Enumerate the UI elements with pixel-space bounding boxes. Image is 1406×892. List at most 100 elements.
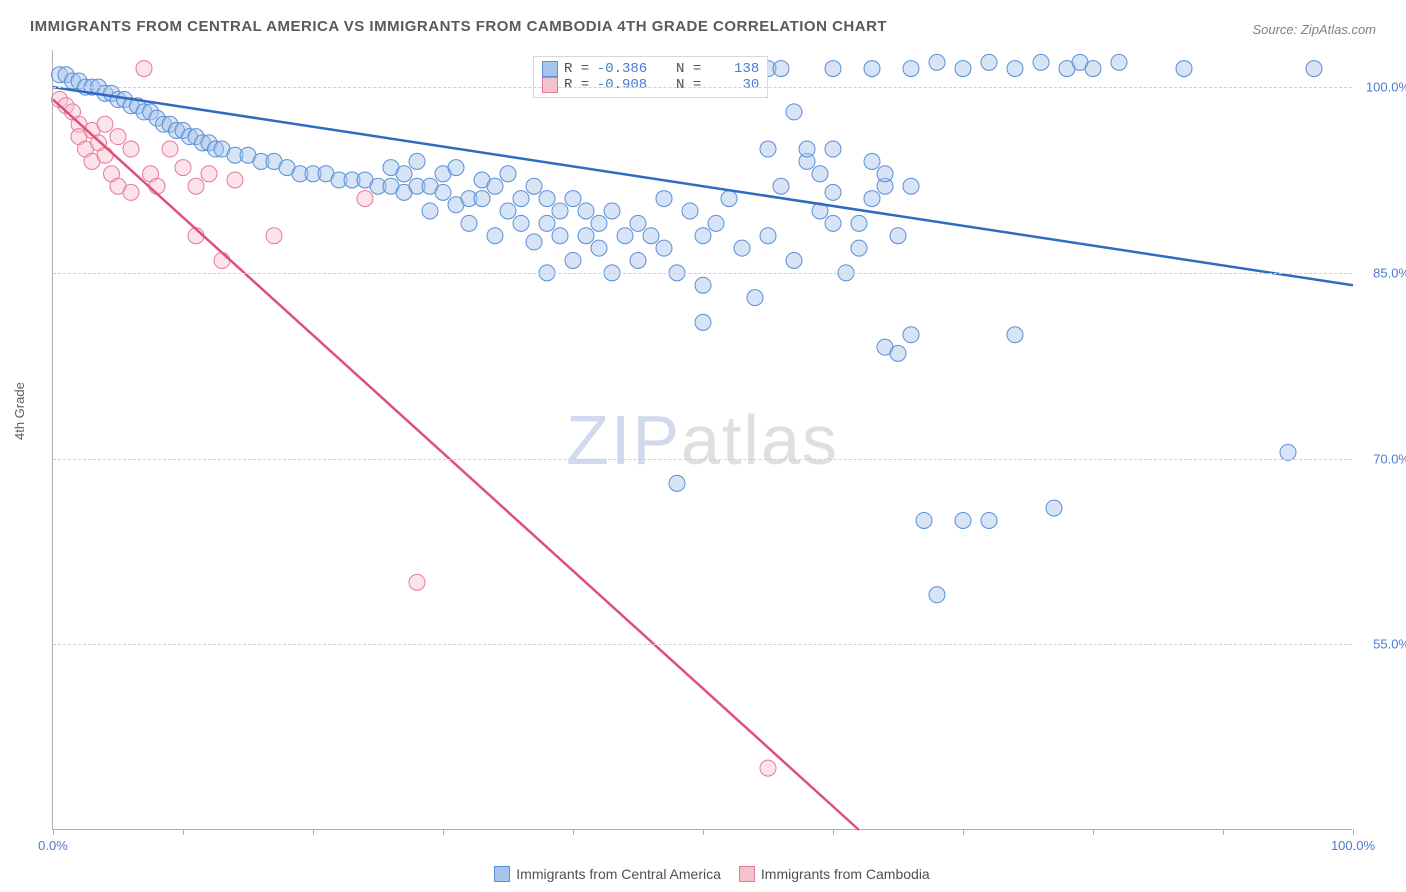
data-point bbox=[851, 240, 867, 256]
data-point bbox=[201, 166, 217, 182]
source-label: Source: ZipAtlas.com bbox=[1252, 22, 1376, 37]
data-point bbox=[890, 345, 906, 361]
legend-label: Immigrants from Central America bbox=[516, 866, 721, 882]
data-point bbox=[552, 228, 568, 244]
legend-swatch bbox=[494, 866, 510, 882]
data-point bbox=[1046, 500, 1062, 516]
data-point bbox=[136, 61, 152, 77]
data-point bbox=[864, 61, 880, 77]
x-tick-label: 100.0% bbox=[1331, 838, 1375, 853]
data-point bbox=[1007, 61, 1023, 77]
data-point bbox=[721, 191, 737, 207]
data-point bbox=[526, 178, 542, 194]
chart-title: IMMIGRANTS FROM CENTRAL AMERICA VS IMMIG… bbox=[30, 18, 887, 35]
legend: Immigrants from Central America Immigrant… bbox=[0, 866, 1406, 882]
data-point bbox=[929, 587, 945, 603]
data-point bbox=[110, 129, 126, 145]
x-tick bbox=[1093, 829, 1094, 835]
data-point bbox=[500, 166, 516, 182]
x-tick bbox=[833, 829, 834, 835]
data-point bbox=[981, 512, 997, 528]
data-point bbox=[630, 252, 646, 268]
y-tick-label: 85.0% bbox=[1373, 265, 1406, 280]
r-value: -0.386 bbox=[595, 61, 647, 77]
data-point bbox=[773, 178, 789, 194]
data-point bbox=[227, 172, 243, 188]
gridline bbox=[53, 87, 1352, 88]
data-point bbox=[890, 228, 906, 244]
data-point bbox=[422, 203, 438, 219]
data-point bbox=[578, 203, 594, 219]
plot-area: ZIPatlas R =-0.386 N =138R =-0.908 N =30… bbox=[52, 50, 1352, 830]
data-point bbox=[214, 252, 230, 268]
data-point bbox=[695, 228, 711, 244]
data-point bbox=[786, 104, 802, 120]
data-point bbox=[825, 184, 841, 200]
gridline bbox=[53, 644, 1352, 645]
data-point bbox=[539, 191, 555, 207]
data-point bbox=[903, 178, 919, 194]
r-label: R = bbox=[564, 77, 589, 93]
data-point bbox=[1007, 327, 1023, 343]
data-point bbox=[357, 191, 373, 207]
data-point bbox=[682, 203, 698, 219]
stats-row: R =-0.386 N =138 bbox=[542, 61, 759, 77]
data-point bbox=[487, 228, 503, 244]
x-tick bbox=[443, 829, 444, 835]
data-point bbox=[97, 147, 113, 163]
x-tick bbox=[53, 829, 54, 835]
data-point bbox=[695, 277, 711, 293]
data-point bbox=[734, 240, 750, 256]
data-point bbox=[396, 166, 412, 182]
data-point bbox=[799, 141, 815, 157]
data-point bbox=[565, 252, 581, 268]
gridline bbox=[53, 273, 1352, 274]
data-point bbox=[97, 116, 113, 132]
data-point bbox=[695, 314, 711, 330]
data-point bbox=[903, 327, 919, 343]
data-point bbox=[981, 54, 997, 70]
data-point bbox=[656, 191, 672, 207]
data-point bbox=[825, 215, 841, 231]
data-point bbox=[500, 203, 516, 219]
data-point bbox=[929, 54, 945, 70]
data-point bbox=[825, 61, 841, 77]
x-tick bbox=[313, 829, 314, 835]
stats-row: R =-0.908 N =30 bbox=[542, 77, 759, 93]
data-point bbox=[448, 160, 464, 176]
data-point bbox=[760, 141, 776, 157]
n-value: 30 bbox=[707, 77, 759, 93]
x-tick bbox=[1223, 829, 1224, 835]
gridline bbox=[53, 459, 1352, 460]
y-tick-label: 100.0% bbox=[1366, 80, 1406, 95]
data-point bbox=[162, 141, 178, 157]
data-point bbox=[149, 178, 165, 194]
data-point bbox=[708, 215, 724, 231]
data-point bbox=[591, 240, 607, 256]
x-tick bbox=[1353, 829, 1354, 835]
data-point bbox=[825, 141, 841, 157]
data-point bbox=[409, 574, 425, 590]
data-point bbox=[1033, 54, 1049, 70]
data-point bbox=[461, 215, 477, 231]
x-tick bbox=[183, 829, 184, 835]
data-point bbox=[552, 203, 568, 219]
r-value: -0.908 bbox=[595, 77, 647, 93]
correlation-stats-box: R =-0.386 N =138R = -0.908 N = 30 bbox=[533, 56, 768, 98]
data-point bbox=[435, 184, 451, 200]
data-point bbox=[864, 153, 880, 169]
legend-swatch bbox=[739, 866, 755, 882]
data-point bbox=[526, 234, 542, 250]
data-point bbox=[1111, 54, 1127, 70]
x-tick bbox=[703, 829, 704, 835]
x-tick bbox=[573, 829, 574, 835]
y-axis-label: 4th Grade bbox=[12, 382, 27, 440]
data-point bbox=[760, 228, 776, 244]
data-point bbox=[175, 160, 191, 176]
data-point bbox=[266, 228, 282, 244]
n-label: N = bbox=[676, 61, 701, 77]
data-point bbox=[877, 166, 893, 182]
data-point bbox=[955, 61, 971, 77]
legend-label: Immigrants from Cambodia bbox=[761, 866, 930, 882]
series-swatch bbox=[542, 77, 558, 93]
